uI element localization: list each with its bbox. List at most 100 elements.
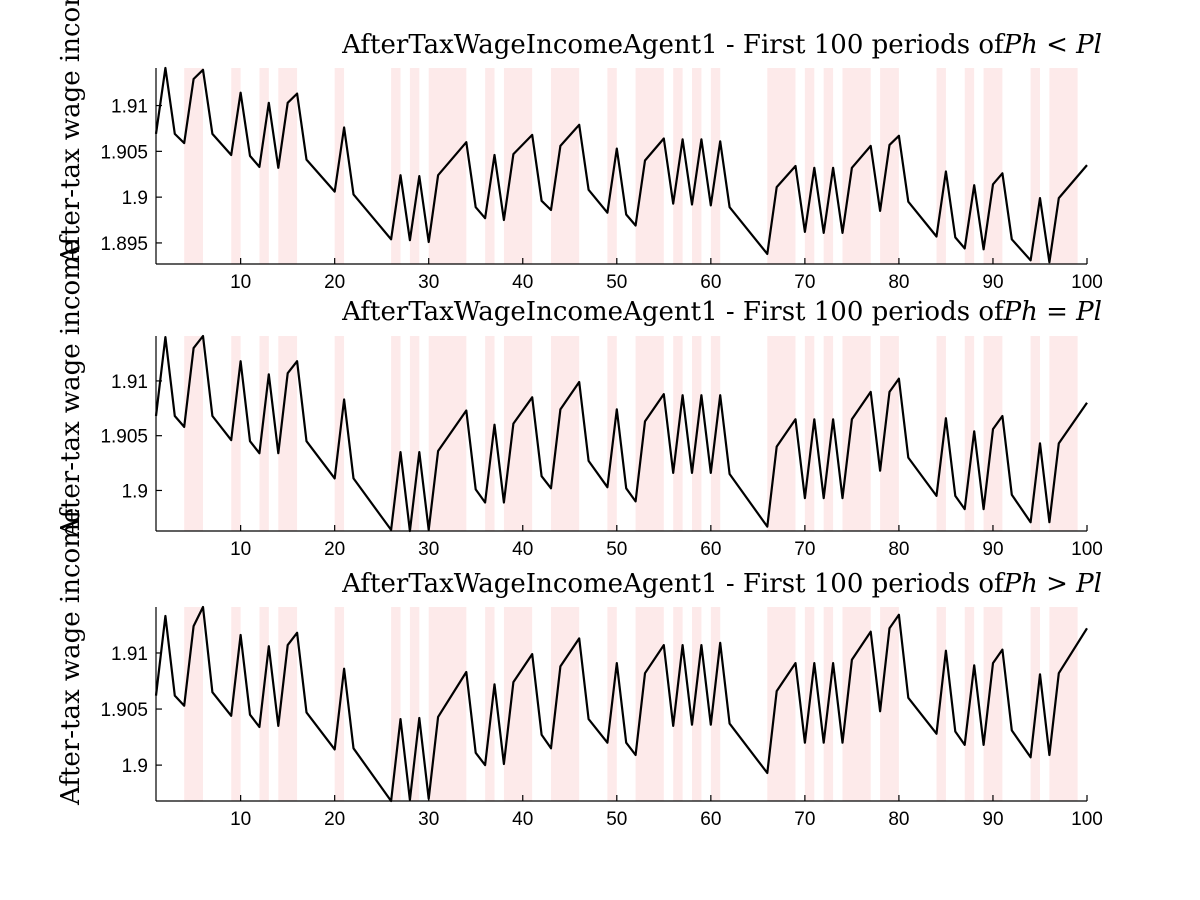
x-tick-label: 20 bbox=[324, 272, 345, 293]
shaded-band bbox=[804, 68, 815, 264]
shaded-band bbox=[842, 336, 871, 531]
x-tick-label: 50 bbox=[606, 272, 627, 293]
x-tick-label: 100 bbox=[1071, 539, 1103, 560]
subplot-1: AfterTaxWageIncomeAgent1 - First 100 per… bbox=[100, 30, 1102, 293]
shaded-band bbox=[503, 607, 533, 801]
subplot-3-title: AfterTaxWageIncomeAgent1 - First 100 per… bbox=[341, 569, 1102, 599]
shaded-band bbox=[607, 336, 617, 531]
x-tick-label: 90 bbox=[982, 809, 1003, 830]
shaded-band bbox=[278, 336, 298, 531]
shaded-band bbox=[428, 68, 467, 264]
shaded-band bbox=[184, 68, 204, 264]
subplot-3: AfterTaxWageIncomeAgent1 - First 100 per… bbox=[100, 569, 1102, 830]
shaded-band bbox=[692, 607, 702, 801]
x-tick-label: 70 bbox=[794, 539, 815, 560]
x-tick-label: 40 bbox=[512, 809, 533, 830]
shaded-band bbox=[1049, 336, 1078, 531]
shaded-band bbox=[983, 607, 1003, 801]
shaded-band bbox=[936, 68, 946, 264]
shaded-band bbox=[767, 68, 796, 264]
subplot-2-title: AfterTaxWageIncomeAgent1 - First 100 per… bbox=[341, 297, 1102, 327]
shaded-band bbox=[409, 336, 420, 531]
shaded-band bbox=[231, 336, 241, 531]
shaded-band bbox=[550, 68, 580, 264]
shaded-band bbox=[503, 336, 533, 531]
shaded-band bbox=[259, 336, 269, 531]
y-tick-label: 1.91 bbox=[111, 372, 148, 393]
subplot-1-title-math: Ph < Pl bbox=[1003, 30, 1102, 60]
shaded-band bbox=[259, 68, 269, 264]
x-tick-label: 100 bbox=[1071, 272, 1103, 293]
shaded-band bbox=[823, 336, 834, 531]
shaded-band bbox=[1030, 68, 1040, 264]
shaded-band bbox=[184, 336, 204, 531]
subplot-3-title-math: Ph > Pl bbox=[1003, 569, 1102, 599]
shaded-band bbox=[635, 336, 664, 531]
x-tick-label: 20 bbox=[324, 809, 345, 830]
x-tick-label: 50 bbox=[606, 809, 627, 830]
shaded-band bbox=[485, 336, 495, 531]
x-tick-label: 60 bbox=[700, 809, 721, 830]
shaded-band bbox=[842, 68, 871, 264]
subplot-2: AfterTaxWageIncomeAgent1 - First 100 per… bbox=[100, 297, 1102, 560]
shaded-band bbox=[231, 607, 241, 801]
subplot-1-title: AfterTaxWageIncomeAgent1 - First 100 per… bbox=[341, 30, 1102, 60]
subplot-1-ylabel: After-tax wage income bbox=[56, 0, 86, 265]
y-tick-label: 1.895 bbox=[100, 234, 148, 255]
shaded-band bbox=[673, 607, 683, 801]
shaded-band bbox=[278, 607, 298, 801]
shaded-band bbox=[550, 336, 580, 531]
x-tick-label: 80 bbox=[888, 272, 909, 293]
shaded-band bbox=[391, 607, 401, 801]
x-tick-label: 60 bbox=[700, 272, 721, 293]
shaded-band bbox=[184, 607, 204, 801]
shaded-band bbox=[409, 68, 420, 264]
shaded-band bbox=[485, 68, 495, 264]
x-tick-label: 70 bbox=[794, 809, 815, 830]
subplot-2-title-math: Ph = Pl bbox=[1003, 297, 1102, 327]
shaded-band bbox=[278, 68, 298, 264]
shaded-band bbox=[635, 68, 664, 264]
y-tick-label: 1.905 bbox=[100, 700, 148, 721]
y-tick-label: 1.905 bbox=[100, 142, 148, 163]
y-tick-label: 1.905 bbox=[100, 427, 148, 448]
x-tick-label: 70 bbox=[794, 272, 815, 293]
subplot-1-ticks: 10 20 30 40 50 60 70 80 90 100 1.895 1.9 1.905 1.91 bbox=[100, 97, 1102, 293]
shaded-band bbox=[1030, 607, 1040, 801]
shaded-band bbox=[710, 607, 721, 801]
shaded-band bbox=[391, 336, 401, 531]
shaded-band bbox=[767, 607, 796, 801]
shaded-band bbox=[485, 607, 495, 801]
x-tick-label: 20 bbox=[324, 539, 345, 560]
subplot-3-ylabel: After-tax wage income bbox=[56, 508, 86, 806]
x-tick-label: 80 bbox=[888, 809, 909, 830]
x-tick-label: 90 bbox=[982, 272, 1003, 293]
x-tick-label: 10 bbox=[230, 809, 251, 830]
shaded-band bbox=[964, 68, 975, 264]
y-tick-label: 1.91 bbox=[111, 97, 148, 118]
subplot-1-title-prefix: AfterTaxWageIncomeAgent1 - First 100 per… bbox=[341, 30, 1006, 60]
x-tick-label: 90 bbox=[982, 539, 1003, 560]
x-tick-label: 80 bbox=[888, 539, 909, 560]
subplot-3-ticks: 10 20 30 40 50 60 70 80 90 100 1.9 1.905 1.91 bbox=[100, 644, 1102, 830]
shaded-band bbox=[428, 336, 467, 531]
x-tick-label: 10 bbox=[230, 272, 251, 293]
shaded-band bbox=[1030, 336, 1040, 531]
subplot-2-ylabel: After-tax wage income bbox=[56, 240, 86, 538]
x-tick-label: 10 bbox=[230, 539, 251, 560]
shaded-band bbox=[880, 336, 899, 531]
shaded-band bbox=[880, 607, 899, 801]
shaded-band bbox=[409, 607, 420, 801]
subplot-3-shaded-bands bbox=[184, 607, 1078, 801]
shaded-band bbox=[1049, 607, 1078, 801]
shaded-band bbox=[259, 607, 269, 801]
subplot-2-title-prefix: AfterTaxWageIncomeAgent1 - First 100 per… bbox=[341, 297, 1006, 327]
x-tick-label: 30 bbox=[418, 539, 439, 560]
shaded-band bbox=[936, 607, 946, 801]
shaded-band bbox=[804, 336, 815, 531]
shaded-band bbox=[607, 68, 617, 264]
shaded-band bbox=[391, 68, 401, 264]
y-tick-label: 1.91 bbox=[111, 644, 148, 665]
